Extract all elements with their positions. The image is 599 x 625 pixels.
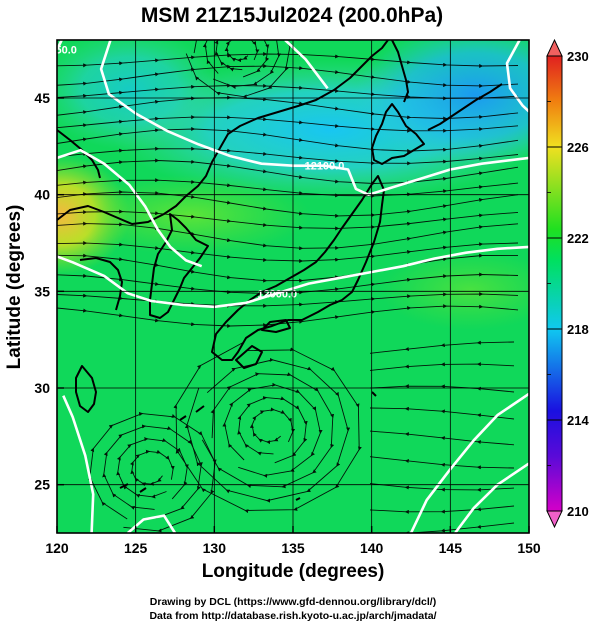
x-axis: 120 125 130 135 140 145 150 (45, 526, 541, 556)
colorbar-label-218: 218 (567, 322, 589, 337)
streamline-31 (369, 340, 515, 354)
colorbar-min-arrow (546, 510, 563, 529)
y-axis-label: Latitude (degrees) (4, 205, 25, 370)
streamline-33 (369, 384, 515, 393)
contour-line-1 (99, 40, 529, 196)
coastlines (57, 40, 503, 501)
y-tick-label-40: 40 (34, 187, 50, 203)
colorbar-max-arrow (546, 38, 563, 57)
contour-line-9 (284, 40, 329, 90)
streamline-39 (398, 522, 515, 533)
colorbar-label-222: 222 (567, 231, 589, 246)
x-tick-label-120: 120 (45, 540, 69, 556)
colorbar-label-210: 210 (567, 504, 589, 519)
colorbar: 210 214 218 222 226 230 (546, 38, 589, 529)
streamline-34 (369, 406, 515, 420)
y-axis: 25 30 35 40 45 (34, 90, 64, 493)
contour-line-6 (62, 395, 95, 533)
contour-line-8 (505, 40, 529, 113)
streamline-32 (369, 362, 515, 371)
contour-line-0 (57, 245, 529, 309)
colorbar-label-214: 214 (567, 413, 589, 428)
contour-line-5 (454, 462, 529, 533)
contour-label-2: 12050.0 (37, 45, 77, 57)
x-tick-label-125: 125 (124, 540, 148, 556)
x-tick-label-145: 145 (439, 540, 463, 556)
colorbar-label-226: 226 (567, 140, 589, 155)
streamline-35 (369, 430, 515, 446)
streamline-22 (173, 341, 362, 514)
y-tick-label-25: 25 (34, 477, 50, 493)
y-tick-label-30: 30 (34, 380, 50, 396)
field-east-lime (380, 250, 529, 330)
contour-label-0: 12000.0 (257, 288, 297, 300)
plot-area: 12000.0 12100.0 12050.0 (37, 39, 530, 534)
x-tick-label-135: 135 (281, 540, 305, 556)
colorbar-label-230: 230 (567, 49, 589, 64)
x-tick-label-130: 130 (203, 540, 227, 556)
field-lime-band (70, 175, 310, 255)
credit-data: Data from http://database.rish.kyoto-u.a… (149, 610, 436, 622)
x-tick-label-140: 140 (360, 540, 384, 556)
chart-title: MSM 21Z15Jul2024 (200.0hPa) (141, 4, 443, 27)
x-tick-label-150: 150 (517, 540, 541, 556)
y-tick-label-45: 45 (34, 90, 50, 106)
streamline-38 (369, 505, 515, 514)
contour-line-4 (409, 392, 529, 533)
colorbar-ticks: 210 214 218 222 226 230 (547, 49, 589, 519)
contour-line-3 (57, 148, 203, 268)
height-contours: 12000.0 12100.0 12050.0 (37, 40, 529, 533)
streamline-30 (185, 40, 292, 99)
streamline-16 (57, 304, 519, 329)
x-axis-label: Longitude (degrees) (202, 561, 385, 582)
streamline-36 (369, 456, 515, 470)
contour-label-1: 12100.0 (305, 161, 345, 173)
streamline-37 (369, 483, 515, 492)
y-tick-label-35: 35 (34, 283, 50, 299)
credit-drawing: Drawing by DCL (https://www.gfd-dennou.o… (150, 596, 436, 608)
grid-lines (57, 40, 529, 533)
